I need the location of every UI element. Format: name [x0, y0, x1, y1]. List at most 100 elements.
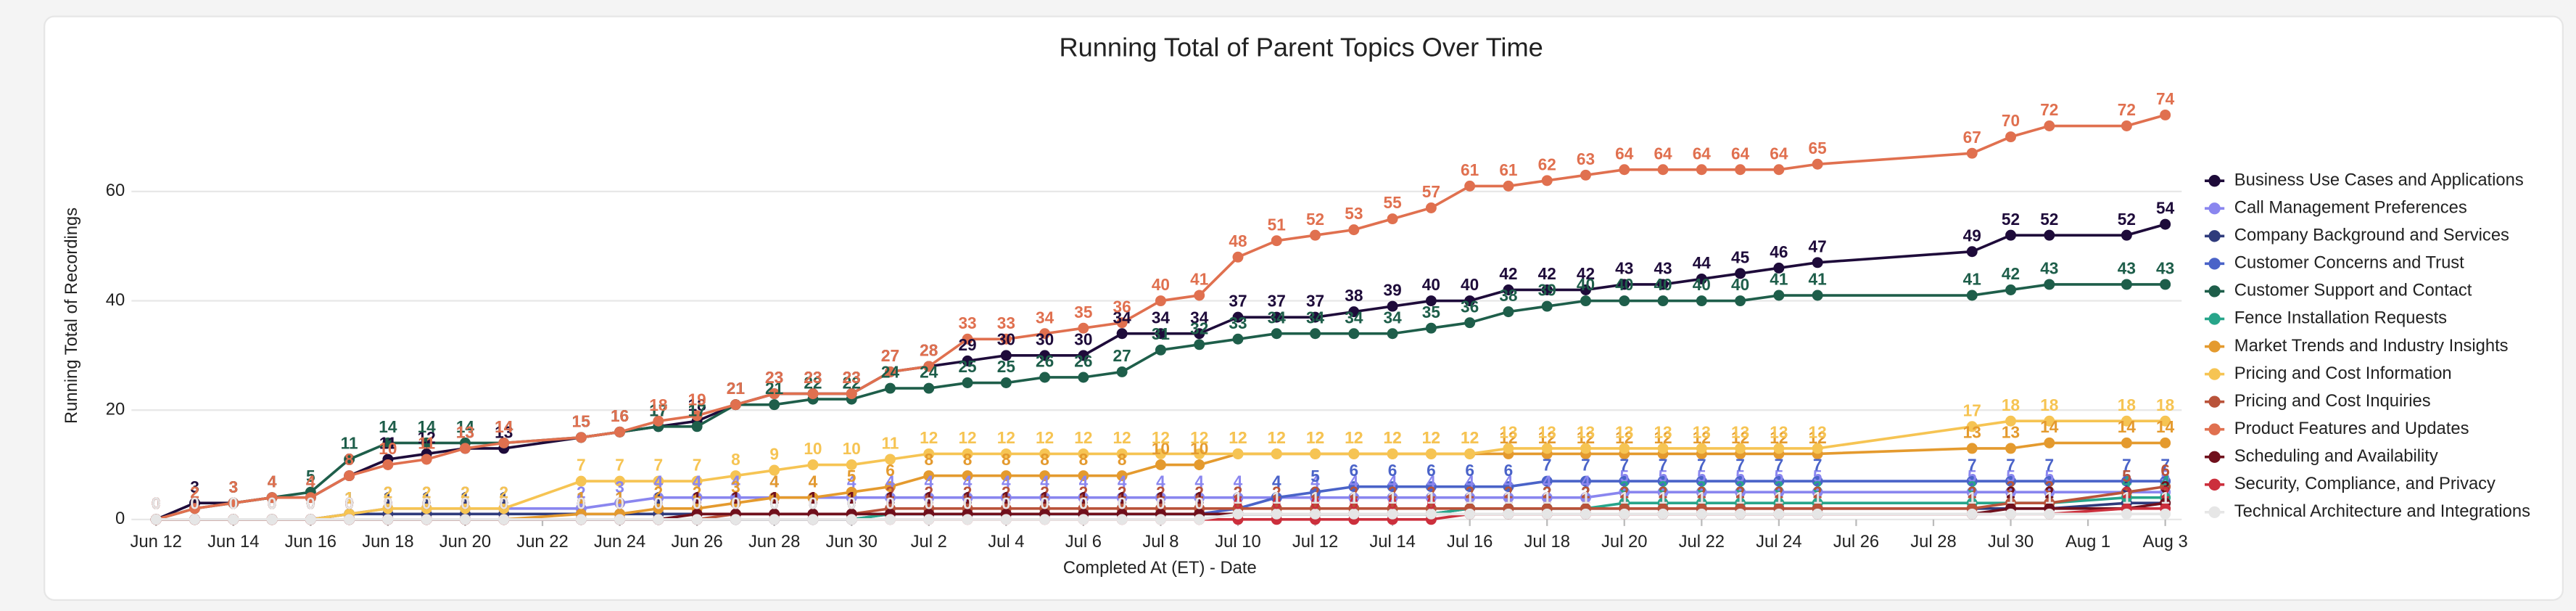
- point: [344, 514, 355, 525]
- legend-swatch: [2208, 478, 2221, 491]
- point: [1387, 213, 1398, 225]
- point: [2044, 279, 2055, 290]
- data-label: 12: [1306, 428, 1324, 447]
- data-label: 37: [1268, 292, 1286, 311]
- point: [1657, 508, 1669, 520]
- data-label: 4: [1465, 472, 1474, 491]
- data-label: 3: [1813, 477, 1822, 496]
- data-label: 5: [2160, 467, 2170, 485]
- legend-label: Scheduling and Availability: [2234, 446, 2438, 466]
- data-label: 21: [727, 379, 745, 398]
- data-label: 0: [693, 493, 702, 512]
- data-label: 2: [1581, 483, 1590, 501]
- point: [1116, 492, 1128, 504]
- data-label: 2: [1775, 483, 1784, 501]
- data-label: 3: [1619, 477, 1629, 496]
- data-label: 18: [649, 395, 667, 414]
- data-label: 1: [1234, 488, 1243, 507]
- point: [1194, 328, 1205, 340]
- data-label: 24: [920, 363, 938, 382]
- point: [730, 497, 741, 509]
- data-label: 14: [379, 417, 397, 436]
- data-label: 1: [1350, 488, 1359, 507]
- data-label: 41: [1770, 270, 1788, 289]
- data-label: 64: [1731, 144, 1750, 163]
- data-label: 1: [1697, 488, 1706, 507]
- point: [885, 481, 896, 493]
- x-tick-label: Jun 24: [594, 532, 645, 551]
- point: [2160, 279, 2171, 290]
- point: [1155, 328, 1166, 340]
- legend-swatch: [2208, 451, 2221, 463]
- data-label: 27: [1113, 346, 1131, 365]
- data-label: 0: [228, 493, 238, 512]
- point: [1657, 279, 1669, 290]
- data-label: 13: [1963, 423, 1981, 442]
- data-label: 1: [2006, 488, 2015, 507]
- data-label: 0: [1156, 493, 1165, 512]
- data-label: 7: [654, 456, 664, 475]
- point: [1078, 514, 1089, 525]
- point: [1696, 443, 1707, 454]
- data-label: 12: [1229, 428, 1247, 447]
- point: [575, 475, 587, 487]
- point: [1812, 290, 1823, 301]
- data-label: 17: [649, 401, 667, 419]
- data-label: 0: [1002, 493, 1011, 512]
- point: [1464, 448, 1476, 459]
- data-label: 4: [2160, 472, 2170, 491]
- legend-swatch: [2208, 230, 2221, 242]
- point: [1464, 180, 1476, 192]
- point: [1735, 486, 1746, 498]
- data-label: 12: [1731, 428, 1749, 447]
- data-label: 35: [1422, 303, 1440, 321]
- data-label: 1: [1697, 488, 1706, 507]
- data-label: 4: [1118, 472, 1127, 491]
- point: [2121, 120, 2132, 131]
- point: [1812, 475, 1823, 487]
- point: [1619, 164, 1630, 176]
- data-label: 0: [190, 493, 199, 512]
- x-tick-label: Jul 16: [1447, 532, 1493, 551]
- point: [1503, 180, 1514, 192]
- legend-label: Product Features and Updates: [2234, 419, 2469, 438]
- data-label: 7: [1581, 456, 1590, 475]
- x-tick-label: Jul 30: [1988, 532, 2034, 551]
- y-tick-label: 20: [106, 399, 125, 419]
- data-label: 4: [809, 472, 818, 491]
- point: [1000, 514, 1012, 525]
- data-label: 1: [1543, 488, 1552, 507]
- point: [2005, 475, 2017, 487]
- data-label: 32: [1190, 319, 1208, 337]
- data-label: 33: [1229, 313, 1247, 332]
- point: [1116, 514, 1128, 525]
- data-label: 1: [847, 488, 856, 507]
- point: [498, 503, 510, 514]
- data-label: 0: [1388, 493, 1398, 512]
- point: [885, 382, 896, 394]
- point: [1580, 443, 1591, 454]
- data-label: 2: [1659, 483, 1668, 501]
- data-label: 0: [152, 493, 161, 512]
- data-label: 1: [1813, 488, 1822, 507]
- data-label: 2: [2045, 483, 2055, 501]
- point: [2121, 486, 2132, 498]
- point: [228, 514, 239, 525]
- data-label: 1: [1581, 488, 1590, 507]
- point: [1387, 481, 1398, 493]
- data-label: 1: [1118, 488, 1127, 507]
- data-label: 6: [2160, 461, 2170, 480]
- data-label: 4: [2122, 472, 2131, 491]
- data-label: 2: [384, 483, 393, 501]
- point: [1812, 257, 1823, 268]
- data-label: 18: [2156, 395, 2174, 414]
- legend-swatch: [2208, 285, 2221, 298]
- data-label: 0: [1040, 493, 1049, 512]
- data-label: 45: [1731, 247, 1749, 266]
- point: [1387, 492, 1398, 504]
- data-label: 0: [344, 493, 354, 512]
- point: [344, 470, 355, 482]
- point: [962, 470, 973, 482]
- data-label: 12: [418, 428, 436, 447]
- data-label: 1: [1079, 488, 1089, 507]
